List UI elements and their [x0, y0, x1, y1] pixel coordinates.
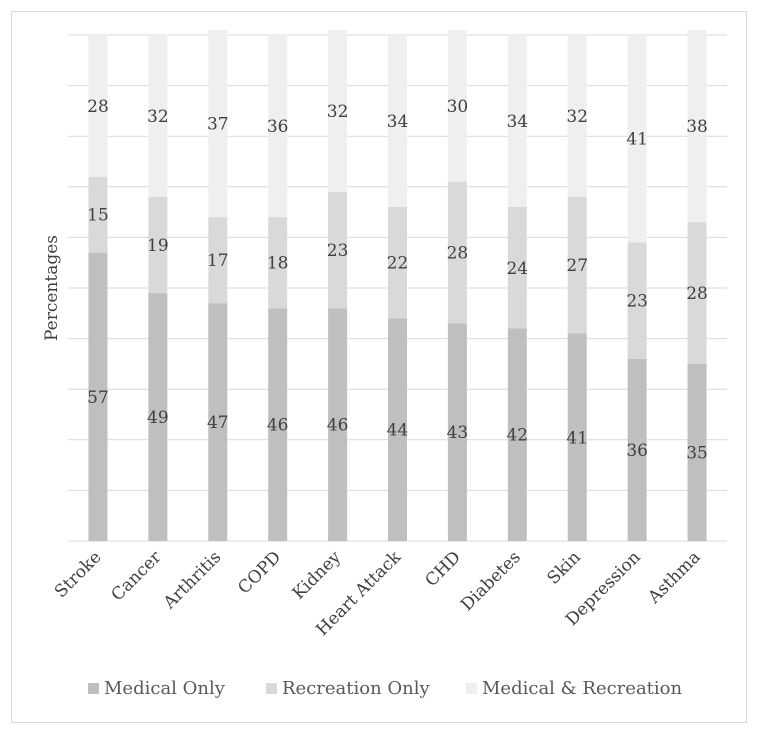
- legend-swatch: [266, 683, 277, 694]
- legend: Medical Only Recreation Only Medical & Rec…: [88, 678, 682, 699]
- data-label: 57: [87, 388, 109, 408]
- bar-segment: [208, 29, 228, 218]
- legend-item: Medical Only: [88, 678, 226, 699]
- data-label: 28: [87, 97, 109, 117]
- data-label: 44: [387, 421, 409, 441]
- data-label: 38: [686, 117, 708, 137]
- data-label: 22: [387, 254, 409, 274]
- data-label: 41: [626, 130, 648, 150]
- bar-segment: [627, 358, 647, 541]
- bar-segment: [268, 35, 288, 218]
- data-label: 43: [447, 423, 469, 443]
- legend-item: Medical & Recreation: [466, 678, 682, 699]
- bar-segment: [687, 29, 707, 223]
- legend-swatch: [88, 683, 99, 694]
- legend-item: Recreation Only: [266, 678, 431, 699]
- bar-segment: [88, 252, 108, 541]
- bar-segment: [88, 176, 108, 253]
- bar-segment: [388, 207, 407, 319]
- data-labels: 57 15 28 49 19 32 47 17 37 46 18 36 46 23 32 44 22 34 43 28…: [87, 97, 708, 464]
- bar-segment: [388, 318, 407, 541]
- data-label: 36: [626, 441, 648, 461]
- x-tick-label: CHD: [421, 547, 464, 590]
- data-label: 35: [686, 443, 708, 463]
- bar-segment: [88, 35, 108, 177]
- x-tick-label: Asthma: [644, 547, 705, 608]
- data-label: 28: [686, 284, 708, 304]
- data-label: 24: [506, 259, 528, 279]
- bar-segment: [567, 196, 587, 334]
- bar-segment: [567, 35, 587, 197]
- x-tick-label: Diabetes: [457, 547, 525, 615]
- legend-label: Medical Only: [104, 678, 226, 699]
- data-label: 15: [87, 206, 109, 226]
- data-label: 34: [387, 112, 409, 132]
- bar-segment: [208, 303, 228, 541]
- data-label: 18: [267, 254, 289, 274]
- bar-segment: [507, 328, 527, 541]
- x-tick-label: Skin: [544, 547, 585, 588]
- data-label: 41: [566, 428, 588, 448]
- x-tick-label: Kidney: [289, 547, 346, 604]
- bar-segment: [627, 242, 647, 359]
- data-label: 46: [327, 416, 349, 436]
- legend-label: Medical & Recreation: [482, 678, 682, 699]
- data-label: 37: [207, 115, 229, 135]
- x-tick-label: Stroke: [51, 547, 106, 602]
- data-label: 32: [566, 107, 588, 127]
- data-label: 19: [147, 236, 169, 256]
- bar-segment: [208, 217, 228, 304]
- bar-segment: [328, 191, 348, 309]
- bar-segment: [268, 217, 288, 309]
- bar-segment: [567, 333, 587, 541]
- data-label: 27: [566, 256, 588, 276]
- chart-frame: [11, 11, 747, 723]
- bar-segment: [268, 308, 288, 541]
- data-label: 47: [207, 413, 229, 433]
- legend-swatch: [466, 683, 477, 694]
- bar-segment: [687, 222, 707, 364]
- data-label: 46: [267, 416, 289, 436]
- bar-segment: [148, 293, 168, 541]
- bar-segment: [328, 308, 348, 541]
- data-label: 28: [447, 244, 469, 264]
- data-label: 42: [506, 426, 528, 446]
- bar-segment: [507, 207, 527, 329]
- data-label: 36: [267, 117, 289, 137]
- data-label: 23: [327, 241, 349, 261]
- bar-segment: [388, 35, 407, 208]
- data-label: 49: [147, 408, 169, 428]
- bar-segment: [328, 29, 348, 192]
- bars: [88, 29, 707, 541]
- bar-segment: [447, 181, 467, 324]
- data-label: 30: [447, 97, 469, 117]
- data-label: 32: [327, 102, 349, 122]
- bar-segment: [447, 323, 467, 541]
- bar-segment: [148, 196, 168, 294]
- bar-segment: [687, 363, 707, 541]
- bar-segment: [447, 29, 467, 182]
- x-tick-label: Arthritis: [159, 547, 225, 613]
- y-axis-title: Percentages: [42, 235, 62, 341]
- bar-segment: [627, 35, 647, 243]
- x-tick-label: Cancer: [108, 547, 166, 605]
- bar-segment: [148, 35, 168, 197]
- x-tick-label: COPD: [234, 547, 285, 598]
- bar-segment: [507, 35, 527, 208]
- data-label: 32: [147, 107, 169, 127]
- data-label: 34: [506, 112, 528, 132]
- legend-label: Recreation Only: [282, 678, 431, 699]
- data-label: 17: [207, 251, 229, 271]
- data-label: 23: [626, 292, 648, 312]
